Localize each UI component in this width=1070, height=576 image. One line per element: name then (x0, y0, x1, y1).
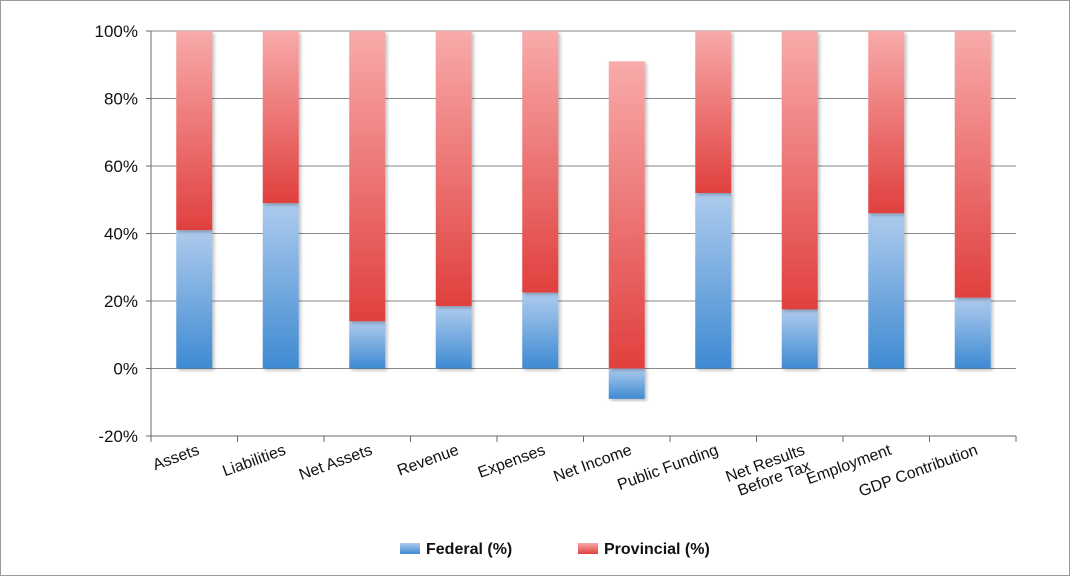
bar-federal (435, 306, 472, 369)
bar-federal (608, 368, 645, 399)
bar-federal (522, 292, 559, 369)
bar-provincial (781, 31, 818, 310)
bars (176, 31, 991, 399)
bar-provincial (608, 61, 645, 369)
legend-provincial-label: Provincial (%) (604, 541, 710, 558)
bar-provincial (435, 31, 472, 307)
y-tick-label: 60% (104, 157, 138, 176)
bar-federal (781, 309, 818, 369)
x-tick-label: Expenses (476, 442, 548, 482)
x-tick-label: Revenue (395, 442, 461, 480)
y-tick-label: 20% (104, 292, 138, 311)
legend: Federal (%) Provincial (%) (400, 541, 710, 558)
bar-provincial (695, 31, 732, 193)
bar-federal (868, 213, 905, 369)
y-tick-label: 0% (113, 360, 138, 379)
x-tick-label: Net Assets (297, 442, 375, 484)
bar-federal (695, 193, 732, 369)
axes (146, 30, 1017, 442)
x-tick-label: Assets (151, 442, 202, 474)
bar-federal (262, 203, 299, 369)
y-tick-label: 80% (104, 90, 138, 109)
bar-provincial (176, 31, 213, 231)
bar-provincial (954, 31, 991, 298)
bar-provincial (349, 31, 386, 322)
y-tick-label: -20% (98, 427, 138, 446)
legend-provincial-swatch (578, 543, 598, 554)
bar-provincial (262, 31, 299, 204)
bar-federal (954, 297, 991, 369)
legend-federal-swatch (400, 543, 420, 554)
legend-federal-label: Federal (%) (426, 541, 512, 558)
bar-federal (349, 321, 386, 369)
bar-provincial (522, 31, 559, 293)
y-tick-label: 40% (104, 225, 138, 244)
x-tick-label: Net ResultsBefore Tax (724, 442, 813, 502)
y-tick-label: 100% (95, 22, 138, 41)
x-tick-label: Liabilities (220, 442, 288, 480)
bar-federal (176, 230, 213, 369)
bar-provincial (868, 31, 905, 214)
